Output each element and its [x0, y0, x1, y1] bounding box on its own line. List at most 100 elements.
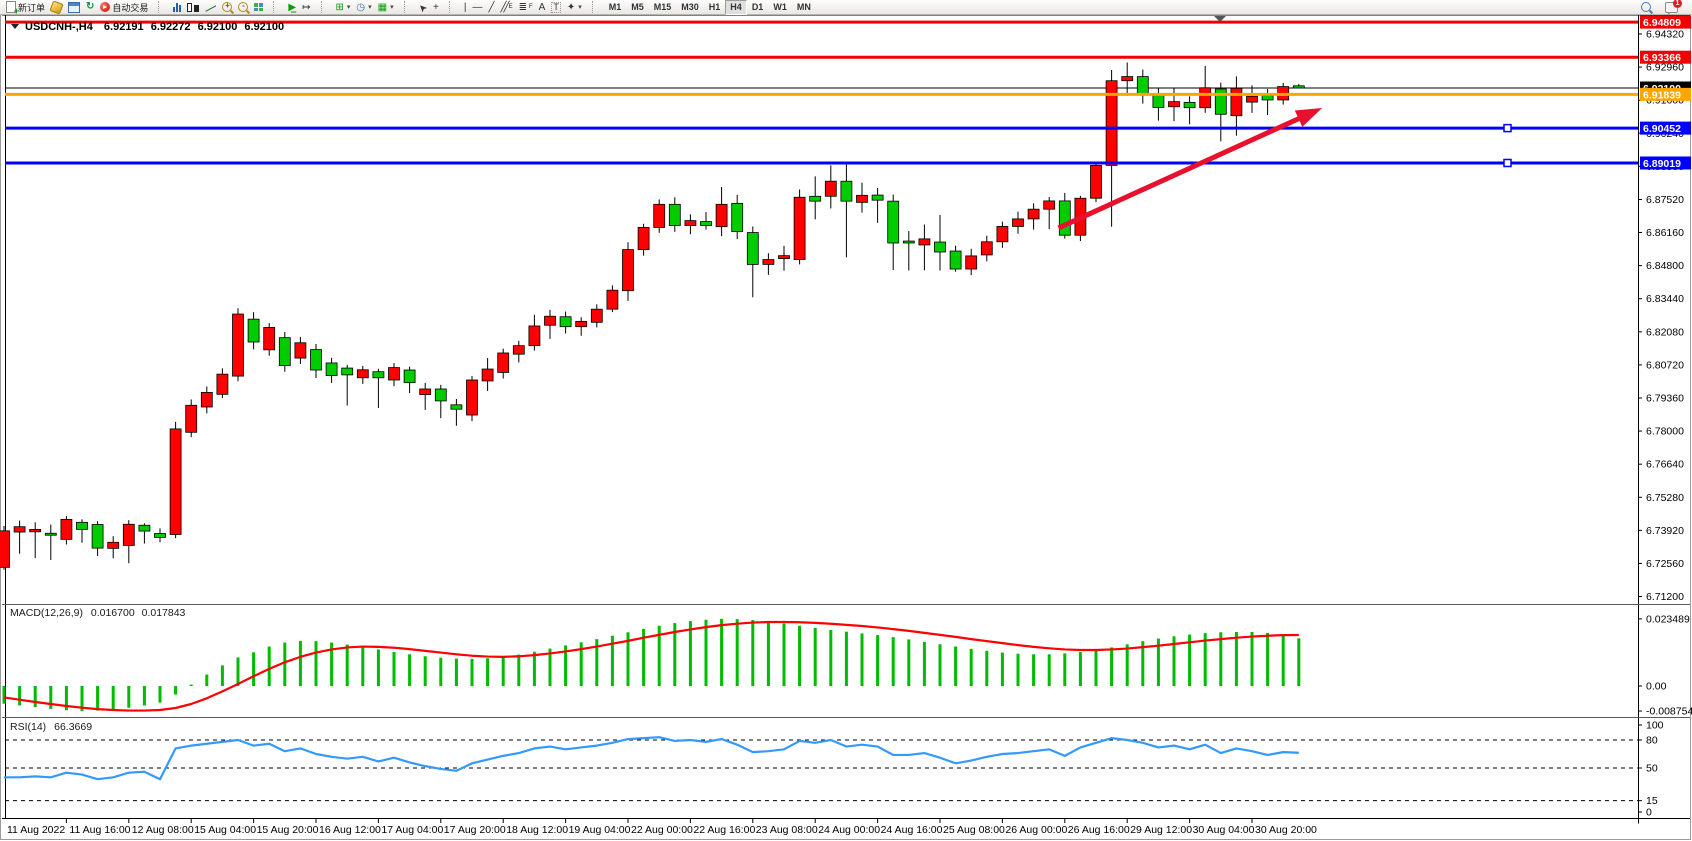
crosshair-tool-button[interactable]: + — [430, 1, 442, 14]
candle — [1105, 80, 1118, 166]
zoom-in-button[interactable]: + — [219, 1, 235, 14]
text-icon: A — [538, 1, 546, 13]
autotrading-button[interactable]: 自动交易 — [97, 1, 151, 14]
line-chart-mode-button[interactable] — [202, 1, 219, 14]
hline-handle[interactable] — [1503, 123, 1512, 133]
candle — [1027, 208, 1040, 220]
new-chart-button[interactable] — [65, 1, 83, 14]
macd-histogram-bar — [18, 686, 22, 706]
tile-windows-button[interactable] — [251, 1, 266, 14]
ohlc-expander-icon[interactable] — [11, 24, 19, 29]
candlestick-series — [0, 62, 1305, 570]
macd-histogram-bar — [860, 633, 864, 686]
macd-histogram-bar — [1266, 632, 1270, 686]
candle — [450, 404, 463, 410]
cursor-tool-button[interactable]: ➤ — [416, 0, 430, 14]
candle — [76, 521, 88, 530]
template-icon: ▦ — [377, 1, 388, 13]
line-chart-icon — [205, 3, 216, 12]
bar-chart-mode-button[interactable] — [170, 1, 184, 14]
styler-button[interactable] — [48, 0, 65, 15]
arrows-tool-button[interactable]: ✦ ▾ — [564, 1, 585, 14]
time-tick-label: 17 Aug 04:00 — [381, 824, 443, 836]
vertical-line-tool-button[interactable]: | — [461, 1, 470, 14]
text-label-tool-button[interactable]: T — [548, 1, 564, 14]
tab-timeframe-w1[interactable]: W1 — [773, 1, 787, 12]
macd-histogram-bar — [314, 641, 318, 686]
candle — [1043, 200, 1056, 210]
macd-histogram-bar — [1250, 632, 1254, 686]
tab-timeframe-d1[interactable]: D1 — [751, 1, 764, 12]
tab-timeframe-mn[interactable]: MN — [796, 1, 811, 12]
macd-histogram-bar — [454, 658, 458, 686]
macd-histogram-bar — [876, 635, 880, 686]
tab-timeframe-h4[interactable]: H4 — [725, 0, 747, 15]
chat-bubble-icon: 1 — [1665, 0, 1682, 15]
macd-histogram-bar — [954, 646, 958, 686]
horizontal-line-tool-button[interactable]: — — [469, 1, 485, 14]
macd-histogram-bar — [1156, 638, 1160, 686]
hline-handle[interactable] — [1503, 158, 1512, 168]
search-button[interactable] — [1638, 1, 1654, 14]
price-tick-label: 6.83440 — [1646, 293, 1684, 305]
tab-timeframe-m30[interactable]: M30 — [681, 1, 699, 12]
hline-price-label-box — [1640, 50, 1691, 64]
candle — [497, 352, 510, 373]
indicators-button[interactable]: ⊞ ▾ — [333, 1, 354, 14]
price-tick-label: 6.73920 — [1646, 525, 1684, 537]
trend-arrow-line[interactable] — [1057, 111, 1311, 231]
equidistant-channel-tool-button[interactable]: ╱╱ E — [498, 1, 516, 14]
main-chart-plot-area[interactable] — [6, 15, 1638, 604]
toolbar-separator — [591, 1, 598, 13]
periods-button[interactable]: ◷ ▾ — [353, 1, 374, 14]
zoom-out-button[interactable]: - — [235, 1, 251, 14]
chart-shift-button[interactable]: ↦ — [299, 1, 313, 14]
candle — [138, 524, 151, 532]
tab-timeframe-m1[interactable]: M1 — [608, 1, 622, 12]
candle — [232, 313, 244, 377]
macd-histogram-bar — [80, 686, 84, 712]
text-tool-button[interactable]: A — [536, 1, 549, 14]
candle — [122, 523, 135, 546]
trendline-tool-button[interactable]: ╱ — [485, 1, 497, 14]
templates-button[interactable]: ▦ ▾ — [375, 1, 397, 14]
price-line-labels: 6.921006.948096.933666.918396.904526.890… — [1640, 15, 1691, 170]
candle — [762, 259, 775, 265]
macd-histogram-bar — [969, 648, 973, 686]
text-label-icon: T — [551, 1, 561, 13]
tab-timeframe-h1[interactable]: H1 — [708, 1, 721, 12]
rsi-indicator: 100 80 50 150 — [4, 720, 1664, 819]
macd-signal-line — [3, 620, 1299, 712]
fibonacci-tool-button[interactable]: ≣ F — [516, 1, 536, 14]
candle — [575, 320, 588, 328]
candlestick-mode-button[interactable] — [184, 1, 202, 14]
price-tick-label: 6.94320 — [1646, 29, 1684, 41]
candle — [653, 203, 666, 228]
tab-timeframe-m5[interactable]: M5 — [631, 1, 644, 12]
auto-scroll-button[interactable]: ▶̲ — [285, 1, 299, 14]
trend-arrow-annotation[interactable] — [1057, 107, 1323, 231]
chevron-down-icon: ▾ — [578, 4, 582, 11]
time-tick-label: 15 Aug 20:00 — [257, 824, 319, 836]
macd-scale-label: 0.023489 — [1646, 613, 1690, 625]
notifications-button[interactable]: 1 — [1662, 0, 1682, 15]
chevron-down-icon: ▾ — [390, 4, 394, 11]
new-order-button[interactable]: + 新订单 — [3, 1, 48, 16]
tab-timeframe-m15[interactable]: M15 — [653, 1, 672, 12]
macd-histogram-bar — [1094, 650, 1098, 686]
candle — [1136, 76, 1149, 96]
chart-shift-marker[interactable] — [1214, 16, 1226, 22]
macd-panel-area[interactable] — [6, 605, 1638, 717]
time-tick-label: 26 Aug 16:00 — [1068, 824, 1130, 836]
macd-histogram-bar — [985, 650, 989, 686]
refresh-button[interactable]: ↻ — [83, 1, 97, 14]
macd-histogram-bar — [33, 686, 37, 708]
macd-histogram-bar — [907, 639, 911, 686]
candle — [44, 532, 57, 536]
time-tick-label: 15 Aug 04:00 — [194, 824, 256, 836]
macd-histogram-bar — [298, 640, 302, 686]
candle — [169, 428, 182, 535]
macd-histogram-bar — [236, 657, 240, 686]
macd-histogram-bar — [844, 631, 848, 686]
crosshair-icon: + — [433, 1, 439, 13]
